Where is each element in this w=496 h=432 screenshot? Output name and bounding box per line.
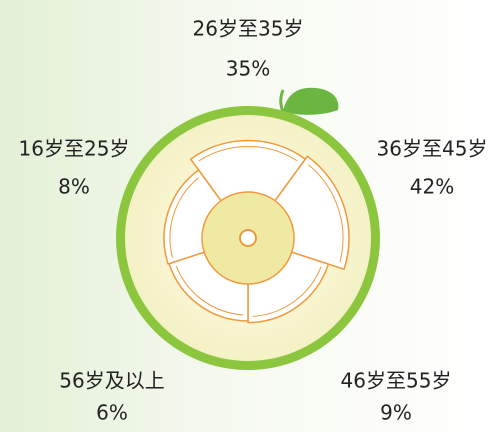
leaf — [283, 87, 339, 115]
value-label: 6% — [96, 401, 128, 425]
value-label: 8% — [58, 175, 90, 199]
category-label: 16岁至25岁 — [19, 137, 130, 161]
value-label: 42% — [410, 175, 454, 199]
segment-inner-rim — [198, 146, 298, 162]
category-label: 26岁至35岁 — [193, 17, 304, 41]
category-label: 46岁至55岁 — [341, 369, 452, 393]
stem — [279, 89, 285, 113]
value-label: 9% — [380, 401, 412, 425]
segment-inner-rim — [169, 177, 199, 258]
category-label: 56岁及以上 — [59, 369, 164, 393]
segment — [189, 139, 307, 240]
value-label: 35% — [226, 57, 270, 81]
segment-inner-rim — [252, 266, 322, 317]
category-label: 36岁至45岁 — [377, 137, 488, 161]
segment-inner-rim — [308, 164, 344, 263]
center — [239, 229, 257, 247]
segment-inner-rim — [175, 265, 244, 316]
